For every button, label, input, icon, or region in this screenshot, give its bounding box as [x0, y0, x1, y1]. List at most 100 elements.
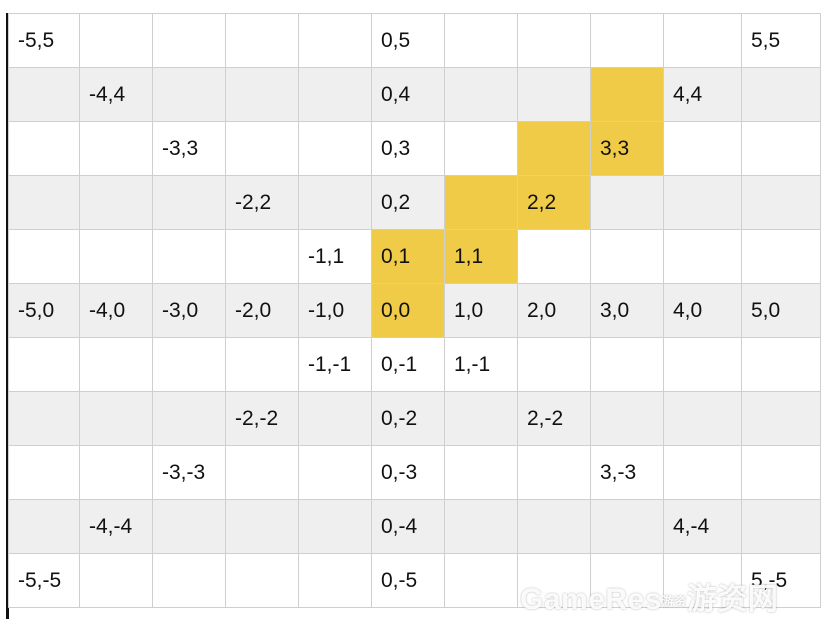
- grid-cell: [590, 499, 664, 554]
- grid-cell: [298, 499, 372, 554]
- grid-cell: 4,-4: [663, 499, 742, 554]
- grid-cell: [8, 337, 80, 392]
- coordinate-grid: -5,5 0,5 5,5 -4,4 0,4 4,4 -3,3 0,3 3,3 -2,2 0,2 2,2…: [8, 13, 821, 608]
- grid-cell: 2,0: [517, 283, 591, 338]
- grid-row: -3,3 0,3 3,3: [8, 121, 821, 176]
- grid-cell: [298, 553, 372, 608]
- grid-cell: [741, 391, 821, 446]
- watermark-separator: 游资: [661, 594, 687, 609]
- grid-cell: [79, 13, 153, 68]
- grid-cell: [8, 391, 80, 446]
- grid-cell: -4,-4: [79, 499, 153, 554]
- highlighted-grid-cell: 0,1: [371, 229, 445, 284]
- grid-cell: -3,-3: [152, 445, 226, 500]
- grid-cell: [517, 499, 591, 554]
- grid-cell: [663, 13, 742, 68]
- grid-cell: [741, 337, 821, 392]
- grid-cell: -1,-1: [298, 337, 372, 392]
- grid-cell: [741, 499, 821, 554]
- highlighted-grid-cell: 0,0: [371, 283, 445, 338]
- grid-cell: -3,0: [152, 283, 226, 338]
- grid-cell: 0,4: [371, 67, 445, 122]
- grid-cell: [741, 445, 821, 500]
- grid-cell: [663, 337, 742, 392]
- grid-cell: [152, 67, 226, 122]
- grid-row: -4,4 0,4 4,4: [8, 67, 821, 122]
- grid-cell: 0,2: [371, 175, 445, 230]
- grid-cell: -5,5: [8, 13, 80, 68]
- watermark-brand: GameRes: [520, 583, 662, 616]
- grid-cell: [590, 337, 664, 392]
- site-watermark: GameRes游资游资网: [520, 574, 778, 618]
- grid-cell: [8, 499, 80, 554]
- highlighted-grid-cell: 3,3: [590, 121, 664, 176]
- grid-cell: [663, 229, 742, 284]
- grid-cell: [8, 445, 80, 500]
- grid-row: -4,-4 0,-4 4,-4: [8, 499, 821, 554]
- grid-cell: 0,-2: [371, 391, 445, 446]
- grid-cell: [225, 337, 299, 392]
- grid-cell: [517, 445, 591, 500]
- grid-cell: [590, 391, 664, 446]
- grid-cell: [79, 121, 153, 176]
- grid-cell: [663, 175, 742, 230]
- grid-row: -1,-1 0,-1 1,-1: [8, 337, 821, 392]
- grid-cell: [590, 13, 664, 68]
- grid-cell: [225, 553, 299, 608]
- grid-cell: [152, 229, 226, 284]
- highlighted-grid-cell: [517, 121, 591, 176]
- grid-cell: [225, 445, 299, 500]
- grid-cell: -2,2: [225, 175, 299, 230]
- grid-cell: [444, 499, 518, 554]
- grid-cell: [590, 175, 664, 230]
- grid-cell: [298, 121, 372, 176]
- grid-cell: [79, 229, 153, 284]
- grid-cell: [8, 229, 80, 284]
- grid-cell: 3,-3: [590, 445, 664, 500]
- grid-cell: 4,0: [663, 283, 742, 338]
- grid-cell: [444, 13, 518, 68]
- grid-cell: 4,4: [663, 67, 742, 122]
- grid-cell: -2,0: [225, 283, 299, 338]
- grid-cell: [8, 121, 80, 176]
- grid-cell: 0,-4: [371, 499, 445, 554]
- grid-cell: [8, 175, 80, 230]
- grid-cell: [517, 13, 591, 68]
- grid-row: -2,2 0,2 2,2: [8, 175, 821, 230]
- grid-row: -5,5 0,5 5,5: [8, 13, 821, 68]
- grid-cell: -3,3: [152, 121, 226, 176]
- grid-cell: [444, 67, 518, 122]
- grid-cell: [298, 175, 372, 230]
- grid-cell: [79, 445, 153, 500]
- grid-cell: [79, 391, 153, 446]
- highlighted-grid-cell: [590, 67, 664, 122]
- grid-row: -1,1 0,1 1,1: [8, 229, 821, 284]
- grid-cell: [741, 121, 821, 176]
- grid-cell: [741, 229, 821, 284]
- grid-cell: [444, 445, 518, 500]
- grid-cell: [517, 337, 591, 392]
- grid-cell: 0,-1: [371, 337, 445, 392]
- grid-cell: 5,5: [741, 13, 821, 68]
- grid-row: -5,0 -4,0 -3,0 -2,0 -1,0 0,0 1,0 2,0 3,0 4,0 5,0: [8, 283, 821, 338]
- grid-cell: [663, 553, 742, 608]
- grid-cell: [590, 229, 664, 284]
- grid-cell: [152, 499, 226, 554]
- highlighted-grid-cell: 1,1: [444, 229, 518, 284]
- grid-row: -3,-3 0,-3 3,-3: [8, 445, 821, 500]
- grid-cell: [79, 175, 153, 230]
- highlighted-grid-cell: 2,2: [517, 175, 591, 230]
- grid-cell: [663, 391, 742, 446]
- grid-row: -5,-5 0,-5 5,-5: [8, 553, 821, 608]
- grid-cell: [298, 391, 372, 446]
- grid-cell: 1,0: [444, 283, 518, 338]
- grid-cell: [517, 67, 591, 122]
- grid-cell: 5,0: [741, 283, 821, 338]
- grid-cell: [444, 121, 518, 176]
- grid-cell: [444, 391, 518, 446]
- grid-cell: -4,4: [79, 67, 153, 122]
- grid-cell: [225, 499, 299, 554]
- grid-cell: 0,-5: [371, 553, 445, 608]
- grid-cell: [79, 337, 153, 392]
- grid-cell: [225, 13, 299, 68]
